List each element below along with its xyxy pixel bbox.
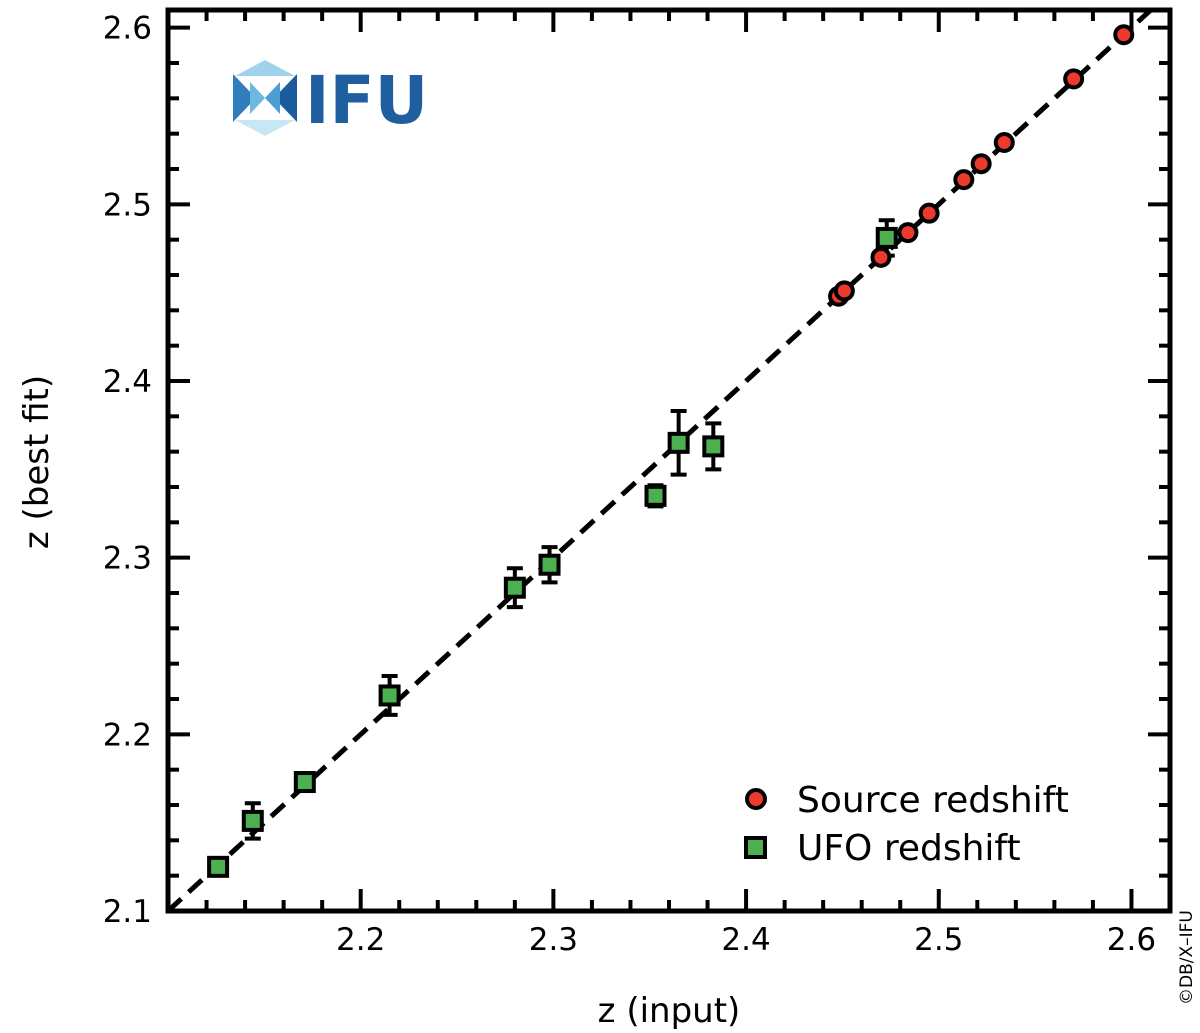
y-tick-label: 2.5 xyxy=(103,187,152,223)
source-point xyxy=(897,222,919,244)
x-tick-label: 2.2 xyxy=(336,922,385,958)
source-point xyxy=(953,169,975,191)
ufo-point xyxy=(667,431,690,454)
y-tick-label: 2.1 xyxy=(103,894,152,930)
ufo-point xyxy=(503,576,526,599)
ufo-point xyxy=(378,684,401,707)
ufo-point xyxy=(702,435,725,458)
y-tick-label: 2.6 xyxy=(103,11,152,47)
x-tick-label: 2.5 xyxy=(914,922,963,958)
y-tick-label: 2.2 xyxy=(103,717,152,753)
x-tick-label: 2.4 xyxy=(721,922,770,958)
legend-marker-source xyxy=(745,788,767,810)
plot-frame xyxy=(165,7,1173,914)
tick-labels: 2.2 2.3 2.4 2.5 2.6 2.1 2.2 2.3 2.4 2.5 2.6 xyxy=(103,11,1156,958)
x-tick-label: 2.3 xyxy=(529,922,578,958)
source-point xyxy=(870,246,892,268)
source-point xyxy=(1063,68,1085,90)
logo-emblem xyxy=(233,60,297,136)
ufo-point xyxy=(538,553,561,576)
x-tick-label: 2.6 xyxy=(1107,922,1156,958)
source-point xyxy=(918,202,940,224)
y-tick-label: 2.4 xyxy=(103,364,152,400)
ufo-point xyxy=(644,484,667,507)
x-axis-label: z (input) xyxy=(598,991,741,1031)
legend-marker-ufo xyxy=(744,836,767,859)
credit-text: ©DB/X–IFU xyxy=(1177,910,1197,1005)
source-point xyxy=(970,153,992,175)
ufo-point xyxy=(207,855,230,878)
source-point xyxy=(993,132,1015,153)
y-axis-label: z (best fit) xyxy=(17,375,57,549)
series-ufo-redshift xyxy=(207,218,898,878)
ufo-point xyxy=(241,809,264,832)
ifu-logo: IFU xyxy=(233,60,428,139)
series-source-redshift xyxy=(828,24,1135,307)
ufo-point xyxy=(293,771,316,794)
y-tick-label: 2.3 xyxy=(103,541,152,577)
ufo-point xyxy=(875,226,898,249)
legend: Source redshift UFO redshift xyxy=(744,780,1069,869)
legend-label-source-redshift: Source redshift xyxy=(797,780,1069,821)
source-point xyxy=(1113,24,1135,46)
source-point xyxy=(833,280,855,302)
legend-label-ufo-redshift: UFO redshift xyxy=(797,828,1021,869)
logo-text: IFU xyxy=(305,62,428,139)
